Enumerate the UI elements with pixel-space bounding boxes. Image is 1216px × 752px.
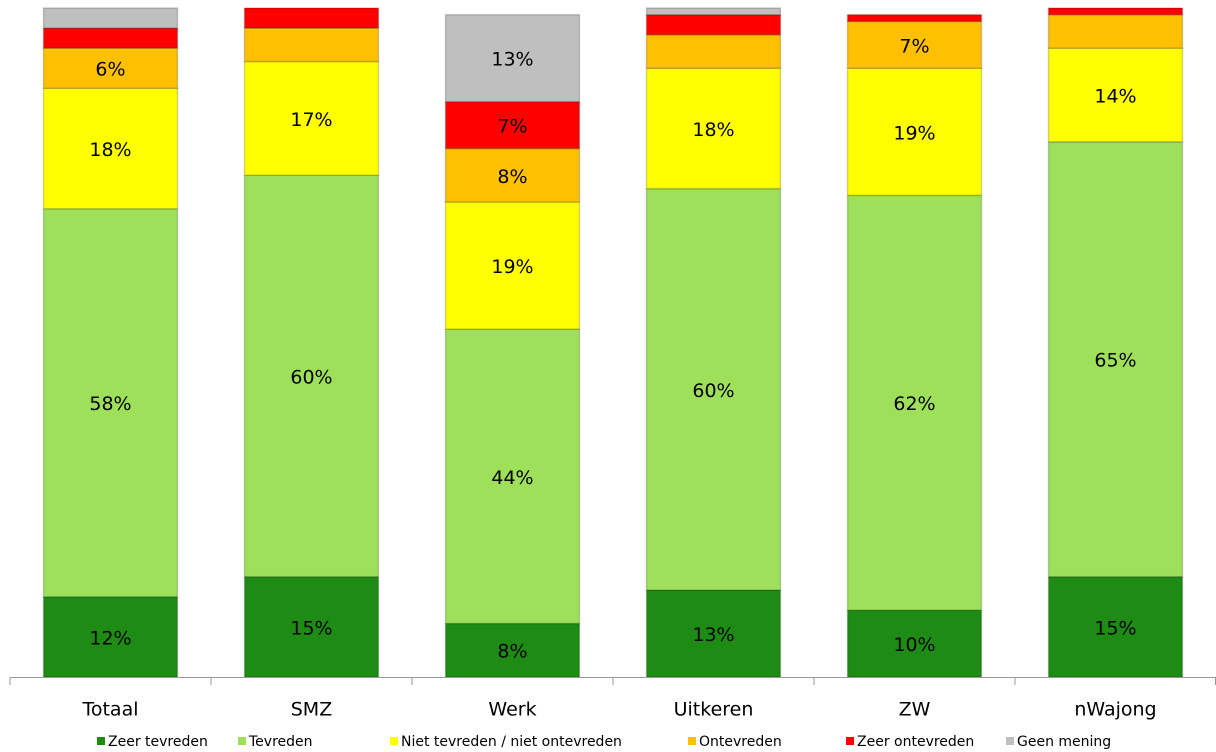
data-label: 15% bbox=[1094, 617, 1136, 639]
data-label: 58% bbox=[89, 393, 131, 415]
bar-segment bbox=[243, 27, 380, 63]
bar-segment bbox=[846, 194, 983, 611]
legend-swatch bbox=[688, 737, 696, 745]
legend-text: Zeer tevreden bbox=[108, 734, 208, 750]
bar-segment bbox=[42, 207, 179, 598]
bar-segment bbox=[1047, 575, 1184, 678]
legend-swatch bbox=[238, 737, 246, 745]
data-label: 60% bbox=[692, 380, 734, 402]
data-label: 19% bbox=[491, 256, 533, 278]
legend-text: Zeer ontevreden bbox=[857, 734, 974, 750]
data-label: 19% bbox=[893, 122, 935, 144]
bar-segment bbox=[846, 67, 983, 197]
data-label: 18% bbox=[692, 119, 734, 141]
x-tick-label: ZW bbox=[899, 699, 931, 721]
data-label: 12% bbox=[89, 627, 131, 649]
data-label: 13% bbox=[692, 624, 734, 646]
bar-segment bbox=[1047, 13, 1184, 49]
bar-segment bbox=[444, 100, 581, 150]
bar-segment bbox=[42, 47, 179, 90]
x-tick-label: Werk bbox=[488, 699, 536, 721]
bar-segment bbox=[444, 201, 581, 330]
bar-segment bbox=[243, 7, 380, 29]
bar-segment bbox=[1047, 7, 1184, 16]
data-label: 65% bbox=[1094, 350, 1136, 372]
data-label: 10% bbox=[893, 634, 935, 656]
data-label: 14% bbox=[1094, 85, 1136, 107]
data-label: 7% bbox=[497, 116, 527, 138]
data-label: 18% bbox=[89, 139, 131, 161]
legend-text: Niet tevreden / niet ontevreden bbox=[401, 734, 622, 750]
bar-segment bbox=[444, 147, 581, 203]
data-label: 7% bbox=[899, 35, 929, 57]
bar-segment bbox=[1047, 47, 1184, 143]
bar-segment bbox=[846, 609, 983, 678]
data-label: 62% bbox=[893, 393, 935, 415]
data-label: 17% bbox=[290, 109, 332, 131]
bar-segment bbox=[243, 60, 380, 177]
bar-segment bbox=[645, 67, 782, 190]
x-tick-label: Uitkeren bbox=[674, 699, 754, 721]
bar-segment bbox=[42, 595, 179, 678]
data-label: 44% bbox=[491, 467, 533, 489]
bar-segment bbox=[645, 34, 782, 69]
data-label: 8% bbox=[497, 641, 527, 663]
bar-segment bbox=[243, 174, 380, 578]
x-tick-label: nWajong bbox=[1074, 699, 1156, 721]
bar-segment bbox=[846, 20, 983, 69]
bar-segment bbox=[444, 328, 581, 625]
data-label: 8% bbox=[497, 166, 527, 188]
x-tick-label: SMZ bbox=[291, 699, 332, 721]
bar-segment bbox=[444, 622, 581, 678]
legend-text: Geen mening bbox=[1017, 734, 1111, 750]
bar-segment bbox=[846, 13, 983, 23]
bar-segment bbox=[645, 13, 782, 36]
data-label: 15% bbox=[290, 617, 332, 639]
bar-segment bbox=[444, 13, 581, 103]
data-label: 60% bbox=[290, 366, 332, 388]
data-label: 6% bbox=[95, 59, 125, 81]
bar-segment bbox=[42, 7, 179, 29]
legend-swatch bbox=[97, 737, 105, 745]
legend-text: Tevreden bbox=[248, 734, 313, 750]
x-tick-label: Totaal bbox=[81, 699, 138, 721]
legend-text: Ontevreden bbox=[699, 734, 782, 750]
legend-swatch bbox=[390, 737, 398, 745]
legend-swatch bbox=[1006, 737, 1014, 745]
bar-segment bbox=[645, 187, 782, 591]
bar-segment bbox=[243, 575, 380, 678]
data-label: 13% bbox=[491, 49, 533, 71]
bar-segment bbox=[42, 27, 179, 49]
legend-swatch bbox=[846, 737, 854, 745]
bar-segment bbox=[645, 7, 782, 16]
